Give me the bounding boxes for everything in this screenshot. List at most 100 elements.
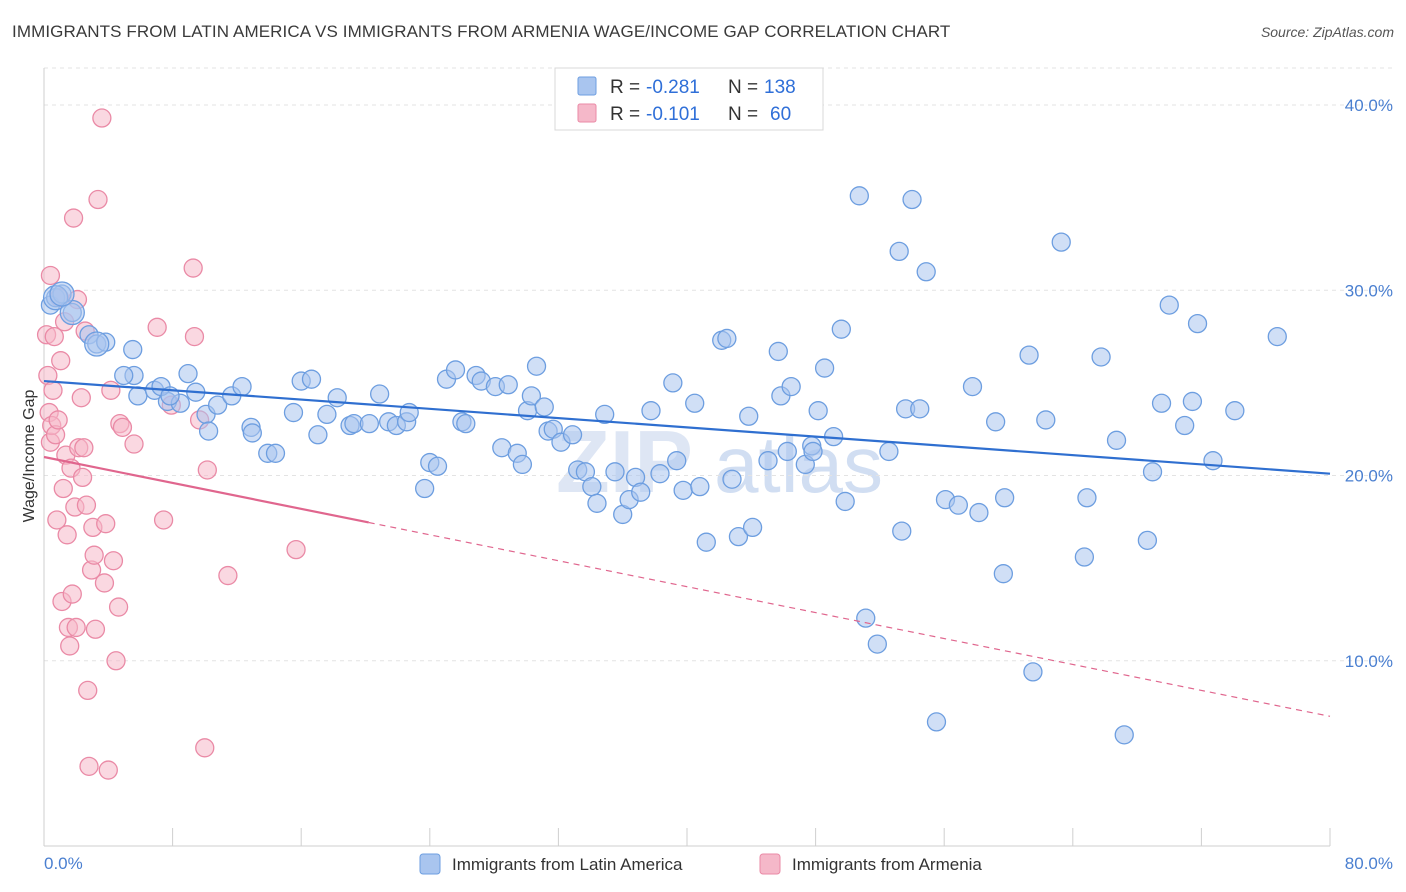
armenia-point (183, 258, 203, 278)
latin-america-point (993, 564, 1014, 584)
y-axis-title: Wage/Income Gap (21, 390, 38, 523)
series-armenia-points (36, 108, 306, 780)
latin-america-point (994, 488, 1015, 508)
latin-america-point (232, 376, 252, 397)
armenia-point (62, 584, 82, 604)
armenia-point (74, 438, 94, 458)
latin-america-point (445, 360, 466, 380)
series-latin-america-points (40, 186, 1287, 745)
latin-america-point (587, 493, 607, 513)
armenia-point (60, 636, 80, 656)
armenia-point (124, 434, 144, 454)
latin-america-point (985, 412, 1006, 432)
armenia-point (218, 565, 238, 586)
legend-label-latin-america: Immigrants from Latin America (452, 855, 683, 874)
latin-america-point (1106, 430, 1127, 450)
latin-america-point (831, 319, 851, 339)
latin-america-point (1077, 488, 1097, 508)
armenia-point (103, 551, 124, 571)
armenia-point (78, 680, 98, 701)
armenia-point (197, 460, 217, 480)
x-tick-label-min: 0.0% (44, 854, 83, 873)
latin-america-point (948, 495, 968, 515)
stats-box: R = -0.281 N = 138 R = -0.101 N = 60 (554, 67, 824, 131)
latin-america-point (1175, 415, 1195, 436)
armenia-point (71, 388, 91, 408)
armenia-point (92, 108, 112, 128)
latin-america-point (728, 527, 749, 547)
latin-america-point (128, 386, 148, 406)
latin-america-point (265, 443, 286, 463)
latin-america-point (916, 262, 936, 282)
armenia-point (48, 410, 68, 430)
y-tick-labels: 10.0% 20.0% 30.0% 40.0% (1345, 96, 1393, 671)
armenia-point (101, 380, 121, 400)
stats-r-label-1: R = (610, 77, 640, 98)
stats-r-value-1: -0.281 (646, 77, 700, 98)
latin-america-point (849, 186, 869, 206)
stats-r-label-2: R = (610, 104, 640, 125)
stats-n-value-1: 138 (764, 77, 796, 98)
stats-swatch-latin-america (577, 76, 597, 96)
legend-swatch-armenia (759, 853, 781, 875)
latin-america-point (1036, 410, 1056, 430)
armenia-point (106, 651, 126, 671)
x-tick-marks (43, 828, 1331, 846)
latin-america-point (902, 189, 922, 210)
latin-america-point (498, 375, 518, 395)
latin-america-point (1023, 662, 1043, 682)
latin-america-point (650, 464, 670, 484)
armenia-point (153, 510, 174, 530)
legend-label-armenia: Immigrants from Armenia (792, 855, 982, 874)
gridlines (44, 67, 1393, 662)
y-tick-label: 20.0% (1345, 467, 1393, 486)
latin-america-point (673, 480, 693, 500)
latin-america-point (641, 401, 661, 421)
stats-swatch-armenia (577, 103, 597, 123)
latin-america-point (808, 401, 828, 421)
armenia-point (66, 617, 86, 638)
chart-title: IMMIGRANTS FROM LATIN AMERICA VS IMMIGRA… (12, 22, 951, 41)
armenia-point (85, 619, 106, 639)
latin-america-point (1074, 547, 1095, 567)
latin-america-point (605, 462, 625, 482)
stats-n-label-2: N = (728, 104, 758, 125)
y-tick-label: 40.0% (1345, 96, 1393, 115)
latin-america-point (1187, 313, 1208, 334)
latin-america-point (739, 406, 759, 426)
armenia-point (96, 514, 116, 534)
armenia-point (98, 760, 118, 780)
latin-america-point (84, 331, 110, 357)
latin-america-point (690, 476, 710, 497)
x-tick-label-max: 80.0% (1345, 854, 1393, 873)
latin-america-point (534, 397, 554, 417)
armenia-point (147, 317, 167, 337)
latin-america-point (526, 356, 547, 376)
latin-america-point (582, 476, 602, 497)
latin-america-point (879, 441, 899, 462)
latin-america-point (889, 241, 909, 262)
armenia-point (108, 597, 129, 617)
latin-america-point (722, 469, 742, 489)
armenia-point (88, 189, 108, 210)
latin-america-point (114, 365, 134, 386)
latin-america-point (717, 328, 737, 349)
latin-america-point (814, 358, 835, 378)
latin-america-point (301, 369, 322, 389)
armenia-point (286, 539, 306, 560)
latin-america-point (910, 399, 930, 419)
armenia-point (112, 417, 133, 438)
latin-america-point (595, 404, 615, 425)
latin-america-point (696, 532, 716, 552)
latin-america-point (781, 376, 801, 397)
stats-r-value-2: -0.101 (646, 104, 700, 125)
legend-swatch-latin-america (419, 853, 441, 875)
latin-america-point (1151, 393, 1172, 413)
latin-america-point (207, 395, 228, 415)
latin-america-point (562, 425, 583, 445)
latin-america-point (1267, 326, 1287, 347)
latin-america-point (835, 491, 855, 512)
latin-america-point (1019, 345, 1039, 365)
latin-america-point (1142, 462, 1163, 482)
